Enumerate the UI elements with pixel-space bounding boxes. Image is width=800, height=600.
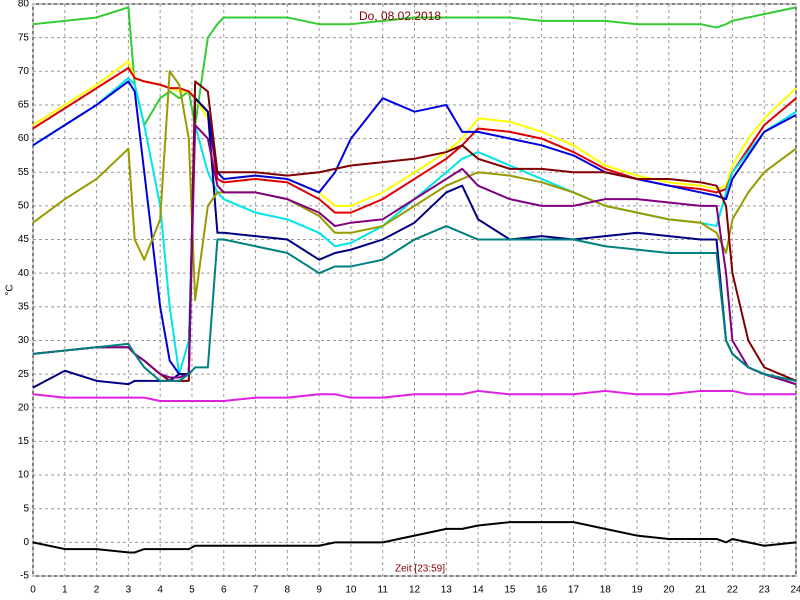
y-tick-label: 0 — [23, 537, 29, 548]
y-tick-label: 35 — [18, 301, 30, 312]
lines — [32, 6, 797, 554]
x-tick-label: 8 — [285, 585, 291, 596]
x-tick-label: 0 — [30, 585, 36, 596]
x-tick-label: 15 — [504, 585, 516, 596]
x-axis-label: Zeit [23:59] — [395, 564, 445, 575]
series-line — [32, 80, 797, 376]
y-tick-label: 15 — [18, 436, 30, 447]
x-tick-label: 3 — [126, 585, 132, 596]
x-tick-label: 11 — [378, 585, 389, 596]
x-tick-label: 21 — [695, 585, 707, 596]
x-tick-label: 1 — [62, 585, 68, 596]
series-line — [32, 6, 797, 127]
series-line — [32, 124, 797, 386]
x-tick-label: 9 — [316, 585, 322, 596]
x-tick-label: 18 — [600, 585, 612, 596]
series-line — [32, 70, 797, 302]
y-tick-label: 25 — [18, 369, 30, 380]
series-line — [32, 389, 796, 403]
x-tick-label: 16 — [536, 585, 548, 596]
y-tick-label: 50 — [18, 201, 30, 212]
y-tick-label: 30 — [18, 335, 30, 346]
series-line — [32, 521, 797, 554]
y-tick-label: 80 — [18, 0, 30, 10]
x-tick-label: 14 — [473, 585, 485, 596]
x-tick-label: 23 — [759, 585, 771, 596]
x-tick-label: 17 — [568, 585, 580, 596]
x-tick-label: 19 — [631, 585, 643, 596]
y-tick-label: 55 — [18, 167, 30, 178]
series-line — [32, 66, 797, 214]
x-tick-label: 12 — [409, 585, 421, 596]
y-axis-label: °C — [5, 284, 16, 295]
x-tick-label: 2 — [94, 585, 100, 596]
x-tick-label: 22 — [727, 585, 739, 596]
grid — [32, 3, 797, 577]
x-tick-label: 10 — [345, 585, 357, 596]
y-tick-label: 70 — [18, 66, 30, 77]
y-tick-label: 45 — [18, 234, 30, 245]
y-tick-label: -5 — [20, 571, 29, 582]
x-tick-label: 24 — [790, 585, 800, 596]
y-tick-label: 40 — [18, 268, 30, 279]
chart-title: Do, 08.02.2018 — [359, 9, 441, 23]
y-tick-label: 75 — [18, 32, 30, 43]
x-tick-label: 6 — [221, 585, 227, 596]
y-tick-label: 5 — [23, 503, 29, 514]
x-tick-label: 20 — [663, 585, 675, 596]
y-tick-label: 20 — [18, 402, 30, 413]
y-tick-label: 10 — [18, 470, 30, 481]
x-tick-label: 7 — [253, 585, 259, 596]
x-tick-label: 4 — [157, 585, 163, 596]
x-tick-label: 5 — [189, 585, 195, 596]
y-tick-label: 65 — [18, 100, 30, 111]
y-tick-label: 60 — [18, 133, 30, 144]
series-line — [32, 225, 797, 382]
x-tick-label: 13 — [441, 585, 453, 596]
